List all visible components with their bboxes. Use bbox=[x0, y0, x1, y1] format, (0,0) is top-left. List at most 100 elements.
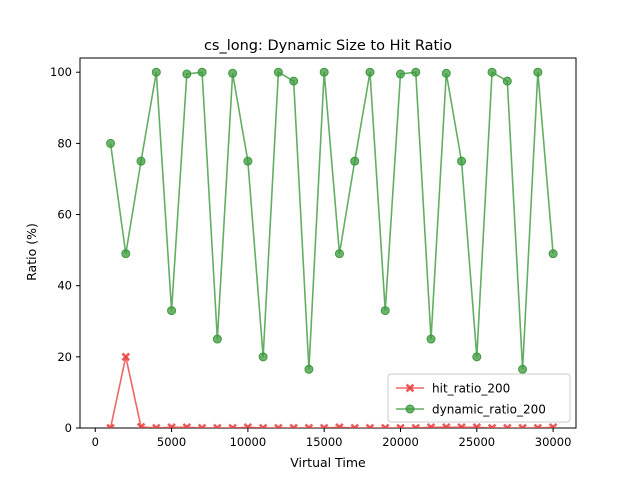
data-point-hit_ratio_200 bbox=[457, 422, 466, 428]
data-point-hit_ratio_200 bbox=[350, 423, 360, 428]
data-point-hit_ratio_200 bbox=[243, 422, 253, 428]
data-point-hit_ratio_200 bbox=[319, 423, 329, 428]
series-line-hit_ratio_200 bbox=[109, 356, 554, 428]
series-hit_ratio_200 bbox=[106, 352, 558, 428]
data-point-dynamic_ratio_200 bbox=[106, 138, 116, 148]
y-tick-label: 80 bbox=[57, 136, 72, 150]
data-point-dynamic_ratio_200 bbox=[426, 334, 436, 344]
data-point-dynamic_ratio_200 bbox=[319, 67, 329, 77]
legend-marker bbox=[405, 383, 415, 393]
data-point-dynamic_ratio_200 bbox=[548, 249, 558, 259]
data-point-hit_ratio_200 bbox=[365, 423, 375, 428]
data-point-hit_ratio_200 bbox=[197, 423, 207, 428]
data-point-dynamic_ratio_200 bbox=[502, 76, 512, 86]
data-point-hit_ratio_200-stroke-a bbox=[533, 423, 540, 428]
data-point-dynamic_ratio_200 bbox=[167, 306, 177, 316]
legend: hit_ratio_200 dynamic_ratio_200 bbox=[387, 373, 571, 423]
data-point-hit_ratio_200 bbox=[335, 422, 344, 428]
data-point-hit_ratio_200-stroke-b bbox=[352, 423, 360, 428]
data-point-hit_ratio_200 bbox=[106, 423, 115, 428]
data-point-dynamic_ratio_200 bbox=[151, 67, 161, 77]
x-tick-label: 0 bbox=[92, 435, 99, 449]
data-point-dynamic_ratio_200 bbox=[243, 156, 253, 166]
data-point-dynamic_ratio_200 bbox=[472, 352, 482, 362]
data-point-hit_ratio_200-stroke-b bbox=[184, 422, 192, 428]
series-dynamic_ratio_200 bbox=[106, 67, 558, 374]
y-tick-label: 0 bbox=[65, 421, 72, 435]
data-point-hit_ratio_200-stroke-b bbox=[413, 423, 421, 428]
legend-box bbox=[387, 373, 571, 423]
data-point-hit_ratio_200-stroke-b bbox=[398, 423, 405, 428]
data-point-hit_ratio_200-stroke-a bbox=[380, 423, 388, 428]
data-point-dynamic_ratio_200 bbox=[182, 69, 192, 79]
data-point-hit_ratio_200 bbox=[213, 423, 222, 428]
data-point-hit_ratio_200 bbox=[503, 423, 512, 428]
y-tick-label: 100 bbox=[50, 65, 72, 79]
data-point-hit_ratio_200-stroke-a bbox=[411, 423, 418, 428]
data-point-hit_ratio_200-stroke-a bbox=[213, 423, 220, 428]
data-point-dynamic_ratio_200 bbox=[350, 156, 360, 166]
data-point-hit_ratio_200-stroke-b bbox=[215, 423, 222, 428]
x-tick-label: 25000 bbox=[459, 435, 496, 449]
data-point-dynamic_ratio_200 bbox=[197, 67, 207, 77]
data-point-dynamic_ratio_200 bbox=[487, 67, 497, 77]
data-point-hit_ratio_200 bbox=[274, 423, 283, 428]
data-point-hit_ratio_200 bbox=[136, 422, 146, 428]
data-point-hit_ratio_200-stroke-a bbox=[228, 423, 235, 428]
data-point-hit_ratio_200-stroke-b bbox=[108, 423, 115, 428]
legend-marker bbox=[405, 404, 415, 414]
data-point-hit_ratio_200-stroke-a bbox=[289, 423, 296, 428]
data-point-hit_ratio_200-stroke-a bbox=[274, 423, 281, 428]
data-point-dynamic_ratio_200 bbox=[411, 67, 421, 77]
data-point-hit_ratio_200 bbox=[380, 423, 390, 428]
legend-label: hit_ratio_200 bbox=[432, 382, 510, 396]
data-point-hit_ratio_200-stroke-a bbox=[319, 423, 327, 428]
data-point-hit_ratio_200 bbox=[396, 423, 405, 428]
data-point-hit_ratio_200-stroke-b bbox=[490, 423, 497, 428]
data-point-hit_ratio_200-stroke-b bbox=[230, 423, 237, 428]
data-point-dynamic_ratio_200 bbox=[212, 334, 222, 344]
data-point-hit_ratio_200-stroke-b bbox=[307, 423, 314, 428]
data-point-hit_ratio_200-stroke-b bbox=[245, 422, 253, 428]
data-point-hit_ratio_200-stroke-a bbox=[396, 423, 403, 428]
data-point-hit_ratio_200 bbox=[426, 422, 436, 428]
data-point-hit_ratio_200-stroke-a bbox=[503, 423, 510, 428]
data-point-hit_ratio_200-stroke-a bbox=[365, 423, 372, 428]
data-point-hit_ratio_200 bbox=[518, 423, 527, 428]
x-tick-label: 15000 bbox=[306, 435, 343, 449]
data-point-dynamic_ratio_200 bbox=[121, 249, 131, 259]
data-point-hit_ratio_200 bbox=[228, 423, 237, 428]
data-point-hit_ratio_200 bbox=[441, 422, 451, 428]
x-tick-label: 10000 bbox=[230, 435, 267, 449]
x-tick-label: 20000 bbox=[382, 435, 419, 449]
data-layer bbox=[106, 67, 558, 428]
y-axis-label: Ratio (%) bbox=[24, 223, 39, 281]
data-point-dynamic_ratio_200 bbox=[228, 68, 238, 78]
data-point-hit_ratio_200-stroke-b bbox=[138, 422, 146, 428]
data-point-hit_ratio_200-stroke-b bbox=[121, 352, 131, 362]
legend-label: dynamic_ratio_200 bbox=[432, 403, 546, 417]
data-point-hit_ratio_200 bbox=[304, 423, 314, 428]
chart-title: cs_long: Dynamic Size to Hit Ratio bbox=[204, 38, 452, 54]
x-axis-label: Virtual Time bbox=[290, 455, 366, 470]
y-tick-label: 40 bbox=[57, 279, 72, 293]
data-point-hit_ratio_200-stroke-a bbox=[518, 423, 525, 428]
data-point-hit_ratio_200-stroke-b bbox=[520, 423, 527, 428]
data-point-dynamic_ratio_200 bbox=[258, 352, 268, 362]
data-point-hit_ratio_200 bbox=[289, 423, 298, 428]
data-point-hit_ratio_200-stroke-b bbox=[458, 422, 466, 428]
data-point-hit_ratio_200-stroke-b bbox=[291, 423, 298, 428]
data-point-hit_ratio_200-stroke-a bbox=[197, 423, 204, 428]
data-point-hit_ratio_200-stroke-a bbox=[258, 423, 265, 428]
data-point-hit_ratio_200-stroke-a bbox=[106, 423, 113, 428]
data-point-hit_ratio_200-stroke-b bbox=[550, 422, 558, 428]
data-point-dynamic_ratio_200 bbox=[304, 364, 314, 374]
legend-item: dynamic_ratio_200 bbox=[396, 403, 546, 417]
legend-item: hit_ratio_200 bbox=[396, 382, 510, 396]
data-point-hit_ratio_200-stroke-b bbox=[322, 423, 329, 428]
data-point-hit_ratio_200-stroke-b bbox=[169, 422, 176, 428]
data-point-hit_ratio_200-stroke-b bbox=[368, 423, 375, 428]
data-point-hit_ratio_200 bbox=[533, 423, 543, 428]
data-point-hit_ratio_200 bbox=[548, 422, 558, 428]
data-point-dynamic_ratio_200 bbox=[441, 68, 451, 78]
